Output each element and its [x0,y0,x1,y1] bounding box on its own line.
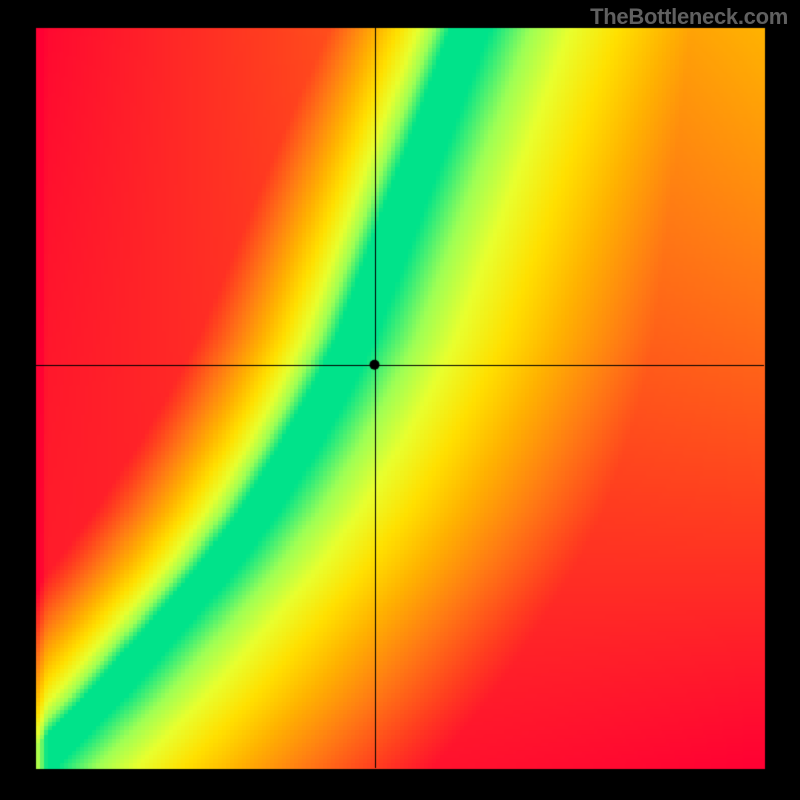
figure-container: TheBottleneck.com [0,0,800,800]
heatmap-canvas [0,0,800,800]
watermark-text: TheBottleneck.com [590,4,788,30]
